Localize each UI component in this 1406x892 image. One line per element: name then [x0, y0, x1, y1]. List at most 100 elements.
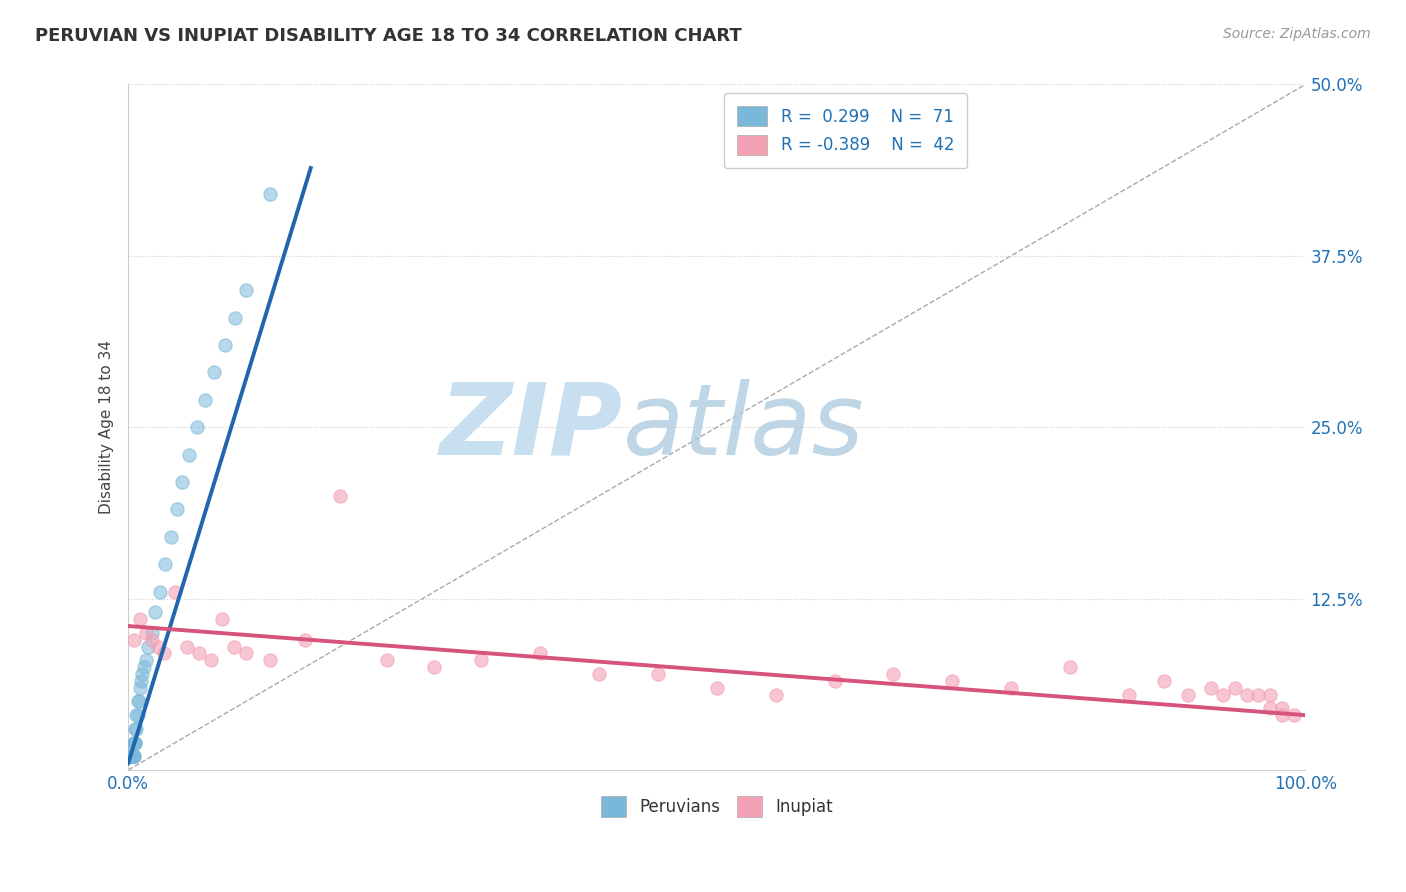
- Point: [121, 749, 143, 764]
- Point: [166, 502, 188, 516]
- Point: [121, 749, 143, 764]
- Point: [118, 749, 141, 764]
- Legend: Peruvians, Inupiat: Peruvians, Inupiat: [595, 789, 839, 823]
- Point: [120, 749, 142, 764]
- Point: [118, 749, 141, 764]
- Point: [235, 283, 257, 297]
- Point: [122, 749, 145, 764]
- Point: [329, 489, 352, 503]
- Point: [882, 667, 904, 681]
- Point: [135, 626, 157, 640]
- Point: [124, 735, 146, 749]
- Point: [824, 673, 846, 688]
- Point: [118, 749, 141, 764]
- Point: [1282, 708, 1305, 723]
- Point: [122, 735, 145, 749]
- Point: [647, 667, 669, 681]
- Point: [129, 612, 152, 626]
- Point: [120, 749, 142, 764]
- Point: [118, 749, 141, 764]
- Point: [529, 647, 551, 661]
- Point: [120, 749, 142, 764]
- Point: [149, 584, 172, 599]
- Point: [1153, 673, 1175, 688]
- Point: [118, 749, 141, 764]
- Point: [1212, 688, 1234, 702]
- Point: [186, 420, 208, 434]
- Text: PERUVIAN VS INUPIAT DISABILITY AGE 18 TO 34 CORRELATION CHART: PERUVIAN VS INUPIAT DISABILITY AGE 18 TO…: [35, 27, 742, 45]
- Point: [118, 749, 141, 764]
- Point: [121, 749, 143, 764]
- Point: [224, 310, 246, 325]
- Point: [1258, 688, 1281, 702]
- Y-axis label: Disability Age 18 to 34: Disability Age 18 to 34: [100, 340, 114, 514]
- Point: [211, 612, 233, 626]
- Point: [588, 667, 610, 681]
- Point: [118, 749, 141, 764]
- Point: [165, 584, 187, 599]
- Point: [135, 653, 157, 667]
- Point: [122, 749, 145, 764]
- Point: [121, 749, 143, 764]
- Point: [127, 708, 149, 723]
- Point: [152, 647, 174, 661]
- Point: [122, 749, 145, 764]
- Point: [179, 448, 201, 462]
- Point: [259, 187, 281, 202]
- Point: [118, 749, 141, 764]
- Point: [143, 605, 166, 619]
- Point: [120, 749, 142, 764]
- Point: [1118, 688, 1140, 702]
- Point: [1059, 660, 1081, 674]
- Point: [125, 708, 148, 723]
- Point: [1199, 681, 1222, 695]
- Point: [118, 749, 141, 764]
- Point: [375, 653, 398, 667]
- Point: [765, 688, 787, 702]
- Point: [122, 749, 145, 764]
- Point: [120, 749, 142, 764]
- Point: [120, 749, 142, 764]
- Point: [122, 735, 145, 749]
- Point: [131, 667, 153, 681]
- Point: [127, 694, 149, 708]
- Point: [202, 365, 225, 379]
- Point: [259, 653, 281, 667]
- Point: [176, 640, 198, 654]
- Point: [172, 475, 194, 489]
- Point: [122, 749, 145, 764]
- Point: [118, 749, 141, 764]
- Point: [141, 632, 163, 647]
- Point: [120, 749, 142, 764]
- Point: [200, 653, 222, 667]
- Point: [214, 338, 236, 352]
- Point: [120, 749, 142, 764]
- Point: [125, 722, 148, 736]
- Point: [121, 749, 143, 764]
- Point: [121, 749, 143, 764]
- Point: [121, 749, 143, 764]
- Point: [121, 749, 143, 764]
- Point: [132, 660, 155, 674]
- Point: [1271, 708, 1294, 723]
- Point: [194, 392, 217, 407]
- Point: [122, 749, 145, 764]
- Point: [470, 653, 492, 667]
- Point: [129, 681, 152, 695]
- Point: [124, 735, 146, 749]
- Point: [1000, 681, 1022, 695]
- Point: [153, 558, 176, 572]
- Point: [120, 749, 142, 764]
- Point: [187, 647, 209, 661]
- Point: [128, 694, 150, 708]
- Point: [294, 632, 316, 647]
- Point: [941, 673, 963, 688]
- Point: [224, 640, 246, 654]
- Point: [1177, 688, 1199, 702]
- Text: ZIP: ZIP: [440, 379, 623, 475]
- Point: [122, 749, 145, 764]
- Point: [121, 749, 143, 764]
- Point: [1247, 688, 1270, 702]
- Point: [1223, 681, 1246, 695]
- Point: [235, 647, 257, 661]
